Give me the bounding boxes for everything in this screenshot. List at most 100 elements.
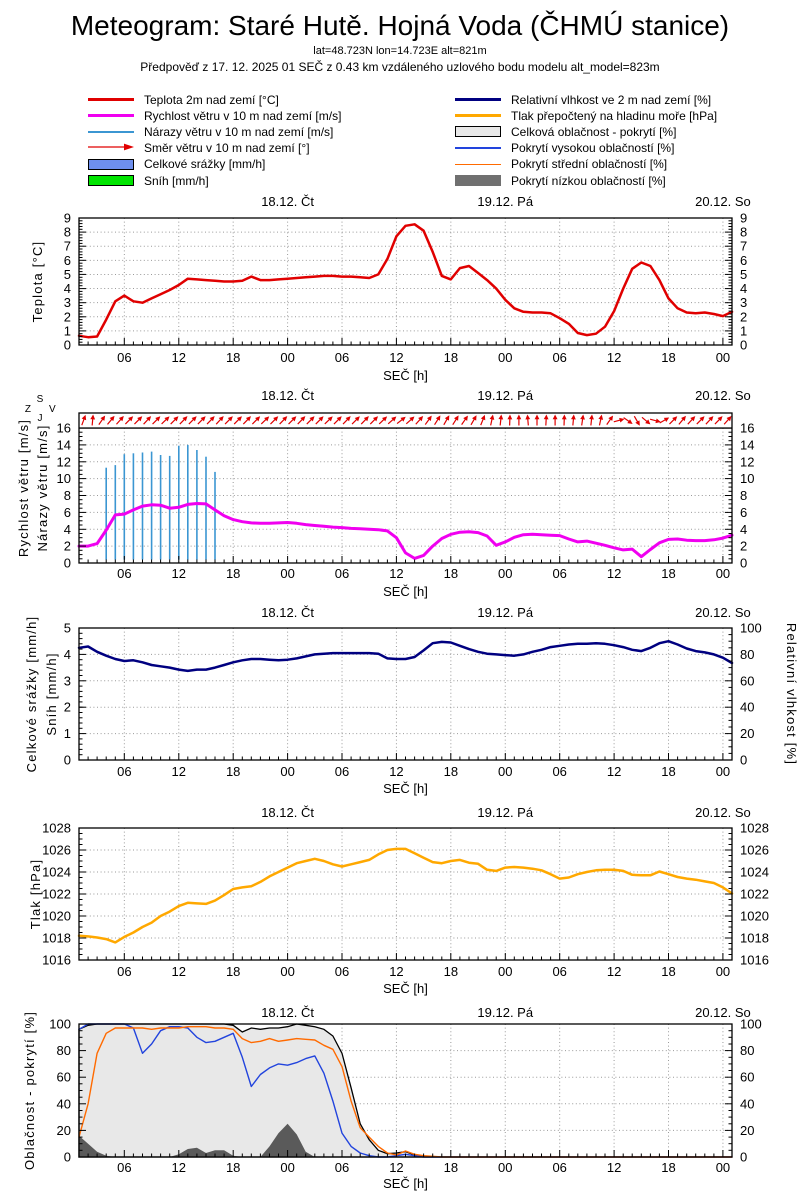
legend-swatch-line (455, 97, 501, 102)
wind-arrow-icon (678, 415, 686, 425)
series-line (77, 502, 734, 560)
x-tick-label: 06 (552, 764, 566, 779)
wind-arrow-icon (206, 416, 215, 425)
wind-arrow-icon (134, 416, 143, 425)
x-tick-label: 00 (498, 964, 512, 979)
y-tick-label-left: 1 (64, 323, 71, 338)
wind-arrow-icon (434, 415, 441, 426)
y-tick-label-left: 1022 (42, 887, 71, 902)
x-tick-label: 18 (444, 964, 458, 979)
grid (79, 428, 732, 563)
x-tick-label: 18 (444, 1160, 458, 1175)
day-label: 20.12. So (695, 194, 751, 209)
wind-arrow-icon (188, 416, 197, 425)
wind-arrow-icon (507, 414, 513, 426)
y-axis-title-left: Celkové srážky [mm/h] (24, 616, 39, 773)
x-tick-label: 12 (172, 964, 186, 979)
day-label: 19.12. Pá (477, 388, 533, 403)
x-tick-label: 12 (172, 1160, 186, 1175)
y-axis-title-left: Tlak [hPa] (28, 859, 43, 930)
y-tick-label-left: 9 (64, 211, 71, 226)
x-tick-label: 06 (552, 350, 566, 365)
series-line (77, 847, 734, 944)
wind-arrow-icon (598, 414, 604, 426)
y-tick-label-left: 8 (64, 225, 71, 240)
legend-label: Pokrytí střední oblačností [%] (511, 157, 668, 172)
y-tick-label-right: 100 (740, 1017, 762, 1032)
wind-arrow-icon (233, 416, 242, 425)
y-tick-label-left: 1016 (42, 953, 71, 968)
wind-arrow-icon (315, 416, 324, 425)
y-tick-label-left: 1026 (42, 843, 71, 858)
x-tick-label: 06 (552, 964, 566, 979)
wind-arrow-icon (260, 416, 270, 425)
y-tick-label-right: 0 (740, 338, 747, 353)
series (78, 1023, 733, 1158)
wind-arrow-icon (589, 414, 594, 426)
day-label: 18.12. Čt (261, 388, 314, 403)
y-tick-label-left: 0 (64, 556, 71, 571)
y-tick-label-left: 1018 (42, 931, 71, 946)
wind-arrow-icon (641, 416, 651, 425)
legend-label: Teplota 2m nad zemí [°C] (144, 92, 279, 107)
day-label: 18.12. Čt (261, 805, 314, 820)
y-tick-label-right: 1018 (740, 931, 769, 946)
x-tick-label: 18 (226, 350, 240, 365)
y-tick-label-left: 7 (64, 239, 71, 254)
wind-arrow-icon (378, 416, 388, 425)
wind-arrow-icon (606, 415, 614, 425)
legend-label: Relativní vlhkost ve 2 m nad zemí [%] (511, 92, 712, 107)
wind-arrow-icon (669, 416, 678, 425)
y-tick-label-left: 40 (57, 1096, 71, 1111)
compass-rose-icon: SJZ V (25, 394, 56, 424)
y-tick-label-left: 8 (64, 488, 71, 503)
y-tick-label-right: 14 (740, 437, 754, 452)
y-tick-label-right: 7 (740, 239, 747, 254)
y-tick-label-right: 2 (740, 539, 747, 554)
wind-arrow-icon (81, 414, 87, 426)
ticks (79, 1023, 732, 1158)
y-tick-label-right: 80 (740, 1043, 754, 1058)
series (77, 223, 734, 339)
y-tick-label-right: 2 (740, 309, 747, 324)
wind-arrow-icon (143, 416, 152, 425)
compass-west: Z (25, 404, 31, 415)
y-tick-label-right: 1022 (740, 887, 769, 902)
legend-swatch-arrow (88, 139, 134, 157)
wind-arrow-icon (242, 416, 251, 425)
y-tick-label-right: 100 (740, 621, 762, 636)
y-tick-label-right: 60 (740, 1070, 754, 1085)
wind-arrow-icon (489, 414, 495, 426)
y-tick-label-right: 6 (740, 253, 747, 268)
legend-swatch-line (88, 97, 134, 102)
wind-arrow-icon (124, 416, 134, 425)
x-tick-label: 06 (552, 1160, 566, 1175)
day-label: 19.12. Pá (477, 1005, 533, 1020)
y-tick-label-left: 3 (64, 673, 71, 688)
legend-item: Pokrytí nízkou oblačností [%] (455, 173, 666, 188)
wind-arrow-icon (516, 414, 522, 426)
y-axis-title-left: Oblačnost - pokrytí [%] (22, 1011, 37, 1170)
y-axis-title-right: Relativní vlhkost [%] (784, 623, 799, 765)
x-tick-label: 12 (389, 964, 403, 979)
x-tick-label: 00 (498, 350, 512, 365)
compass-south: J (38, 413, 43, 424)
x-tick-label: 12 (607, 566, 621, 581)
x-tick-label: 00 (280, 1160, 294, 1175)
x-tick-label: 00 (716, 964, 730, 979)
wind-arrow-icon (279, 416, 288, 425)
wind-arrow-icon (342, 416, 351, 425)
legend-label: Nárazy větru v 10 m nad zemí [m/s] (144, 124, 334, 139)
y-tick-label-right: 0 (740, 753, 747, 768)
wind-arrow-icon (297, 416, 306, 425)
y-tick-label-right: 10 (740, 471, 754, 486)
x-tick-label: 18 (661, 1160, 675, 1175)
x-axis-title: SEČ [h] (383, 368, 428, 383)
wind-arrow-icon (405, 416, 415, 425)
wind-arrow-icon (480, 414, 486, 426)
series-area (78, 1023, 732, 1158)
series (77, 444, 734, 560)
legend-item: Rychlost větru v 10 m nad zemí [m/s] (88, 108, 341, 123)
wind-arrow-icon (633, 415, 640, 426)
